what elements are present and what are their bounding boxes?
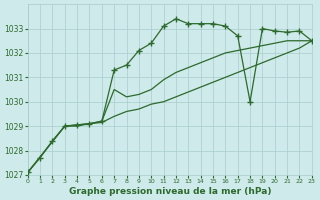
X-axis label: Graphe pression niveau de la mer (hPa): Graphe pression niveau de la mer (hPa) — [68, 187, 271, 196]
